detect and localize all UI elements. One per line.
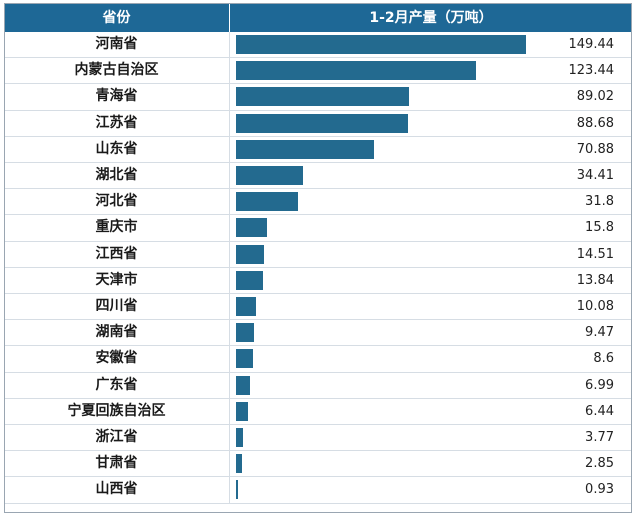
header-value: 1-2月产量（万吨）: [369, 10, 493, 26]
bar: [236, 349, 253, 369]
province-label: 湖北省: [95, 167, 138, 183]
value-label: 0.93: [585, 482, 614, 498]
value-label: 89.02: [576, 89, 614, 105]
value-label: 149.44: [568, 37, 615, 52]
cell-divider: [229, 372, 230, 398]
value-label: 8.6: [593, 351, 614, 367]
province-label: 山东省: [95, 140, 138, 157]
value-label: 6.99: [585, 377, 614, 393]
table-row: 山东省 70.88: [4, 136, 632, 163]
province-label: 重庆市: [95, 219, 138, 236]
value-label: 15.8: [585, 220, 614, 236]
province-label: 河北省: [95, 193, 138, 210]
bar: [236, 480, 238, 500]
table-row: 宁夏回族自治区 6.44: [4, 398, 632, 425]
province-label: 河南省: [95, 36, 138, 52]
bar: [236, 87, 409, 107]
bar: [236, 270, 263, 290]
province-label: 江西省: [95, 245, 138, 262]
table-row: 青海省 89.02: [4, 84, 632, 111]
cell-divider: [229, 294, 230, 320]
cell-divider: [229, 241, 230, 267]
cell-divider: [229, 267, 230, 293]
table-row: 内蒙古自治区 123.44: [4, 58, 632, 85]
value-label: 31.8: [585, 194, 614, 210]
cell-divider: [229, 215, 230, 241]
cell-divider: [229, 84, 230, 110]
cell-divider: [229, 163, 230, 189]
province-label: 湖南省: [95, 324, 138, 341]
value-label: 14.51: [576, 246, 614, 262]
cell-divider: [229, 346, 230, 372]
value-label: 9.47: [585, 325, 614, 341]
value-label: 88.68: [576, 115, 614, 131]
province-label: 广东省: [95, 376, 138, 393]
table-row: 重庆市 15.8: [4, 215, 632, 242]
bar: [236, 297, 256, 316]
header-province: 省份: [102, 10, 131, 26]
province-label: 内蒙古自治区: [74, 62, 159, 79]
value-label: 2.85: [585, 456, 614, 472]
table-header: 省份 1-2月产量（万吨）: [4, 4, 632, 32]
cell-divider: [229, 477, 230, 503]
province-label: 青海省: [95, 88, 138, 105]
table-row: 天津市 13.84: [4, 267, 632, 294]
cell-divider: [229, 32, 230, 58]
bar: [236, 428, 244, 447]
province-label: 安徽省: [95, 350, 138, 367]
header-divider: [229, 4, 230, 32]
table-right-border: [631, 4, 632, 512]
bar: [236, 454, 242, 474]
bar: [236, 375, 250, 395]
province-label: 山西省: [95, 481, 138, 498]
value-label: 13.84: [576, 272, 614, 288]
table-row: 山西省 0.93: [4, 477, 632, 504]
value-label: 6.44: [585, 403, 614, 419]
table-row: 湖南省 9.47: [4, 320, 632, 347]
table-row: 江西省 14.51: [4, 241, 632, 268]
province-label: 四川省: [95, 298, 138, 314]
cell-divider: [229, 425, 230, 451]
bar: [236, 401, 249, 421]
table-row: 浙江省 3.77: [4, 425, 632, 452]
province-label: 甘肃省: [95, 455, 138, 472]
table-row: 湖北省 34.41: [4, 163, 632, 190]
bar: [236, 139, 374, 159]
cell-divider: [229, 189, 230, 215]
bar: [236, 35, 526, 54]
table-row: 河北省 31.8: [4, 189, 632, 216]
value-label: 70.88: [576, 141, 614, 157]
table-row: 河南省 149.44: [4, 32, 632, 59]
bar: [236, 244, 265, 264]
bar: [236, 113, 409, 133]
cell-divider: [229, 136, 230, 162]
bar: [236, 61, 476, 81]
table-row: 甘肃省 2.85: [4, 451, 632, 478]
table-row: 四川省 10.08: [4, 294, 632, 321]
cell-divider: [229, 58, 230, 84]
table-left-border: [4, 4, 5, 512]
bar: [236, 218, 267, 238]
table-row: 安徽省 8.6: [4, 346, 632, 373]
province-label: 天津市: [95, 271, 138, 288]
bar: [236, 166, 303, 185]
production-table: 省份 1-2月产量（万吨） 河南省 149.44 内蒙古自治区 123.44 青海省 89…: [4, 3, 632, 513]
bar: [236, 323, 255, 343]
table-row: 江苏省 88.68: [4, 110, 632, 137]
cell-divider: [229, 110, 230, 136]
cell-divider: [229, 451, 230, 477]
cell-divider: [229, 320, 230, 346]
cell-divider: [229, 398, 230, 424]
bar: [236, 192, 298, 212]
value-label: 34.41: [576, 168, 614, 183]
value-label: 123.44: [568, 63, 615, 79]
value-label: 3.77: [585, 430, 614, 445]
table-row: 广东省 6.99: [4, 372, 632, 399]
province-label: 浙江省: [95, 429, 138, 445]
province-label: 江苏省: [95, 114, 138, 131]
value-label: 10.08: [576, 299, 614, 314]
province-label: 宁夏回族自治区: [67, 402, 166, 419]
